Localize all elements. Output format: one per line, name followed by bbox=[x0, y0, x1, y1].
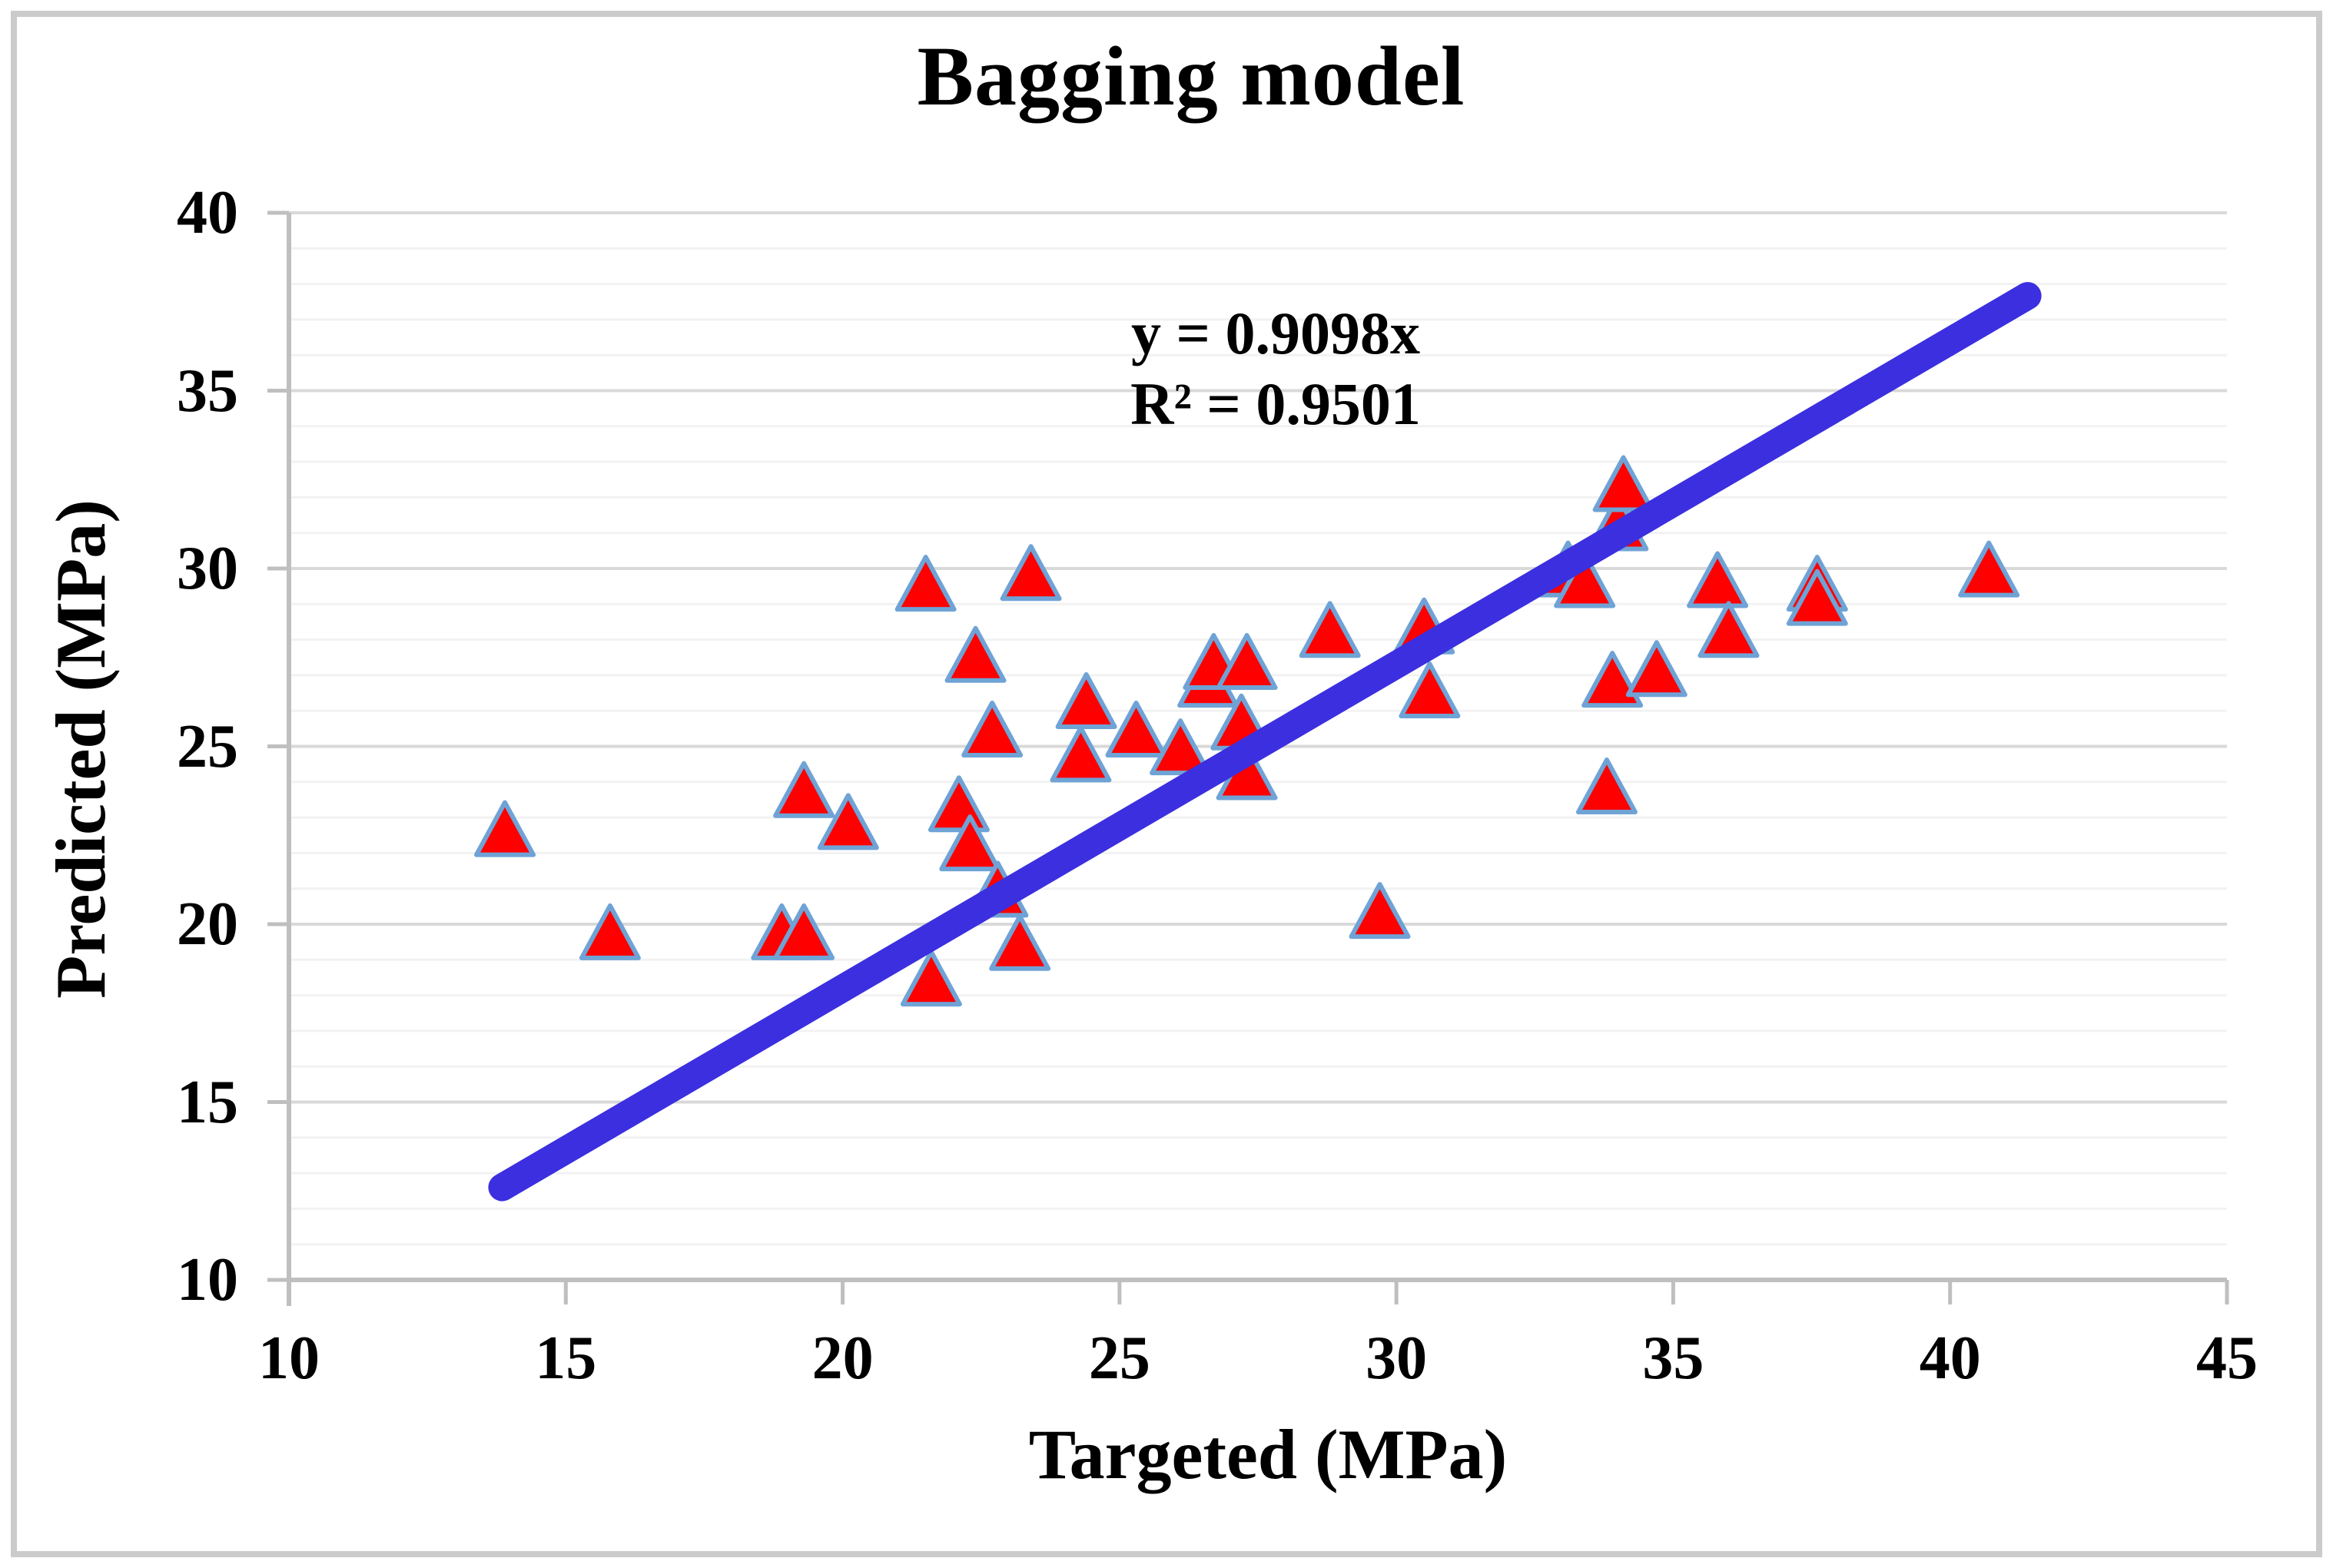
data-point-marker bbox=[939, 814, 1001, 872]
y-tick-label: 35 bbox=[177, 356, 238, 425]
data-point-marker bbox=[1554, 551, 1616, 608]
chart-title: Bagging model bbox=[917, 29, 1465, 123]
data-point-marker bbox=[1299, 601, 1361, 658]
data-point-marker bbox=[928, 775, 990, 833]
x-tick-label: 45 bbox=[2196, 1324, 2258, 1392]
data-point-marker bbox=[1399, 661, 1461, 719]
x-tick-label: 40 bbox=[1919, 1324, 1981, 1392]
trendline-annotation: y = 0.9098x R² = 0.9501 bbox=[891, 298, 1660, 439]
y-tick-label: 25 bbox=[177, 712, 238, 781]
data-point-marker bbox=[1592, 455, 1654, 512]
data-point-marker bbox=[1581, 651, 1644, 708]
data-point-marker bbox=[1150, 718, 1212, 776]
trendline-equation: y = 0.9098x bbox=[1131, 300, 1420, 366]
data-point-marker bbox=[1625, 640, 1688, 698]
scatter-series bbox=[474, 455, 2020, 1007]
data-point-marker bbox=[989, 913, 1051, 971]
trend-line bbox=[488, 282, 2042, 1202]
x-tick-label: 15 bbox=[535, 1324, 597, 1392]
data-point-marker bbox=[1786, 569, 1848, 626]
data-point-marker bbox=[1575, 757, 1638, 815]
y-tick-label: 40 bbox=[177, 179, 238, 247]
x-tick-label: 30 bbox=[1366, 1324, 1428, 1392]
x-tick-label: 20 bbox=[811, 1324, 874, 1392]
x-tick-label: 35 bbox=[1642, 1324, 1704, 1392]
data-point-marker bbox=[1687, 551, 1749, 608]
x-tick-label: 10 bbox=[258, 1324, 320, 1392]
y-tick-label: 30 bbox=[177, 535, 238, 602]
data-point-marker bbox=[773, 903, 835, 960]
data-point-marker bbox=[894, 555, 957, 612]
data-point-marker bbox=[1000, 544, 1062, 602]
data-point-marker bbox=[1055, 671, 1117, 729]
y-tick-label: 20 bbox=[177, 890, 238, 958]
data-point-marker bbox=[817, 793, 879, 850]
data-point-marker bbox=[961, 700, 1024, 757]
x-axis-title: Targeted (MPa) bbox=[1028, 1415, 1508, 1493]
data-point-marker bbox=[773, 761, 835, 818]
x-tick-label: 25 bbox=[1088, 1324, 1150, 1392]
axes bbox=[267, 211, 2229, 1306]
data-point-marker bbox=[1349, 882, 1411, 940]
data-point-marker bbox=[900, 950, 962, 1007]
data-point-marker bbox=[1958, 540, 2020, 598]
data-point-marker bbox=[1216, 633, 1278, 691]
y-tick-label: 15 bbox=[177, 1068, 238, 1136]
trendline-r-squared: R² = 0.9501 bbox=[1130, 370, 1421, 437]
data-point-marker bbox=[474, 800, 536, 857]
data-point-marker bbox=[1105, 700, 1167, 757]
data-point-marker bbox=[1050, 725, 1112, 783]
y-tick-label: 10 bbox=[177, 1246, 238, 1314]
data-point-marker bbox=[944, 625, 1007, 683]
data-point-marker bbox=[1697, 601, 1760, 658]
data-point-marker bbox=[579, 903, 641, 960]
